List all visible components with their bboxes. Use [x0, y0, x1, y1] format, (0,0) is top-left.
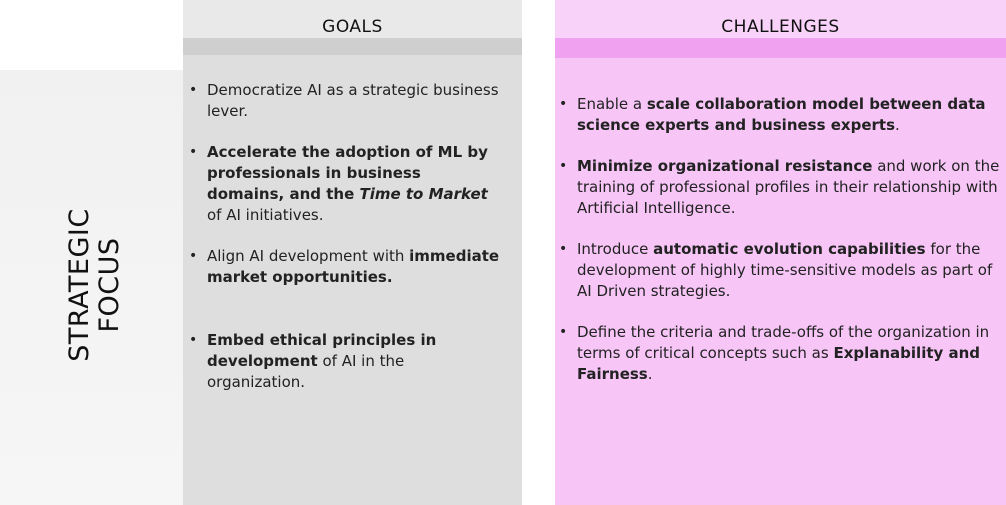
challenges-header-bar: [555, 38, 1006, 58]
goals-item-3: • Align AI development with immediate mar…: [185, 246, 502, 288]
challenges-header: CHALLENGES: [555, 0, 1006, 38]
challenges-item-4: • Define the criteria and trade-offs of t…: [555, 322, 1004, 385]
goals-item-1: • Democratize AI as a strategic business …: [185, 80, 502, 122]
goals-column: GOALS • Democratize AI as a strategic bus…: [183, 0, 522, 505]
goals-header: GOALS: [183, 0, 522, 38]
bullet-icon: •: [189, 330, 197, 351]
goals-item-4: • Embed ethical principles in development…: [185, 330, 502, 393]
left-band-top: [0, 0, 183, 70]
side-title-line-1: STRATEGIC: [65, 208, 95, 361]
text-run: Align AI development with: [207, 247, 409, 265]
bullet-icon: •: [189, 80, 197, 101]
bullet-icon: •: [559, 156, 567, 177]
text-run: .: [648, 365, 653, 383]
challenges-item-3: • Introduce automatic evolution capabilit…: [555, 239, 1004, 302]
side-title: STRATEGIC FOCUS: [55, 200, 135, 370]
goals-item-2: • Accelerate the adoption of ML by profes…: [185, 142, 502, 226]
goals-list: • Democratize AI as a strategic business …: [183, 55, 522, 393]
challenges-list: • Enable a scale collaboration model betw…: [555, 58, 1006, 385]
text-run: Introduce: [577, 240, 653, 258]
text-run: Minimize organizational resistance: [577, 157, 872, 175]
text-run: Democratize AI as a strategic business l…: [207, 81, 499, 120]
side-title-line-2: FOCUS: [95, 208, 125, 361]
text-run: Enable a: [577, 95, 647, 113]
bullet-icon: •: [559, 94, 567, 115]
side-title-text: STRATEGIC FOCUS: [65, 208, 125, 361]
text-run: Time to Market: [359, 185, 487, 203]
goals-header-bar: [183, 38, 522, 55]
bullet-icon: •: [189, 246, 197, 267]
bullet-icon: •: [559, 239, 567, 260]
challenges-column: CHALLENGES • Enable a scale collaboration…: [555, 0, 1006, 505]
bullet-icon: •: [559, 322, 567, 343]
text-run: automatic evolution capabilities: [653, 240, 926, 258]
challenges-item-1: • Enable a scale collaboration model betw…: [555, 94, 1004, 136]
text-run: .: [895, 116, 900, 134]
text-run: of AI initiatives.: [207, 206, 324, 224]
bullet-icon: •: [189, 142, 197, 163]
challenges-item-2: • Minimize organizational resistance and …: [555, 156, 1004, 219]
